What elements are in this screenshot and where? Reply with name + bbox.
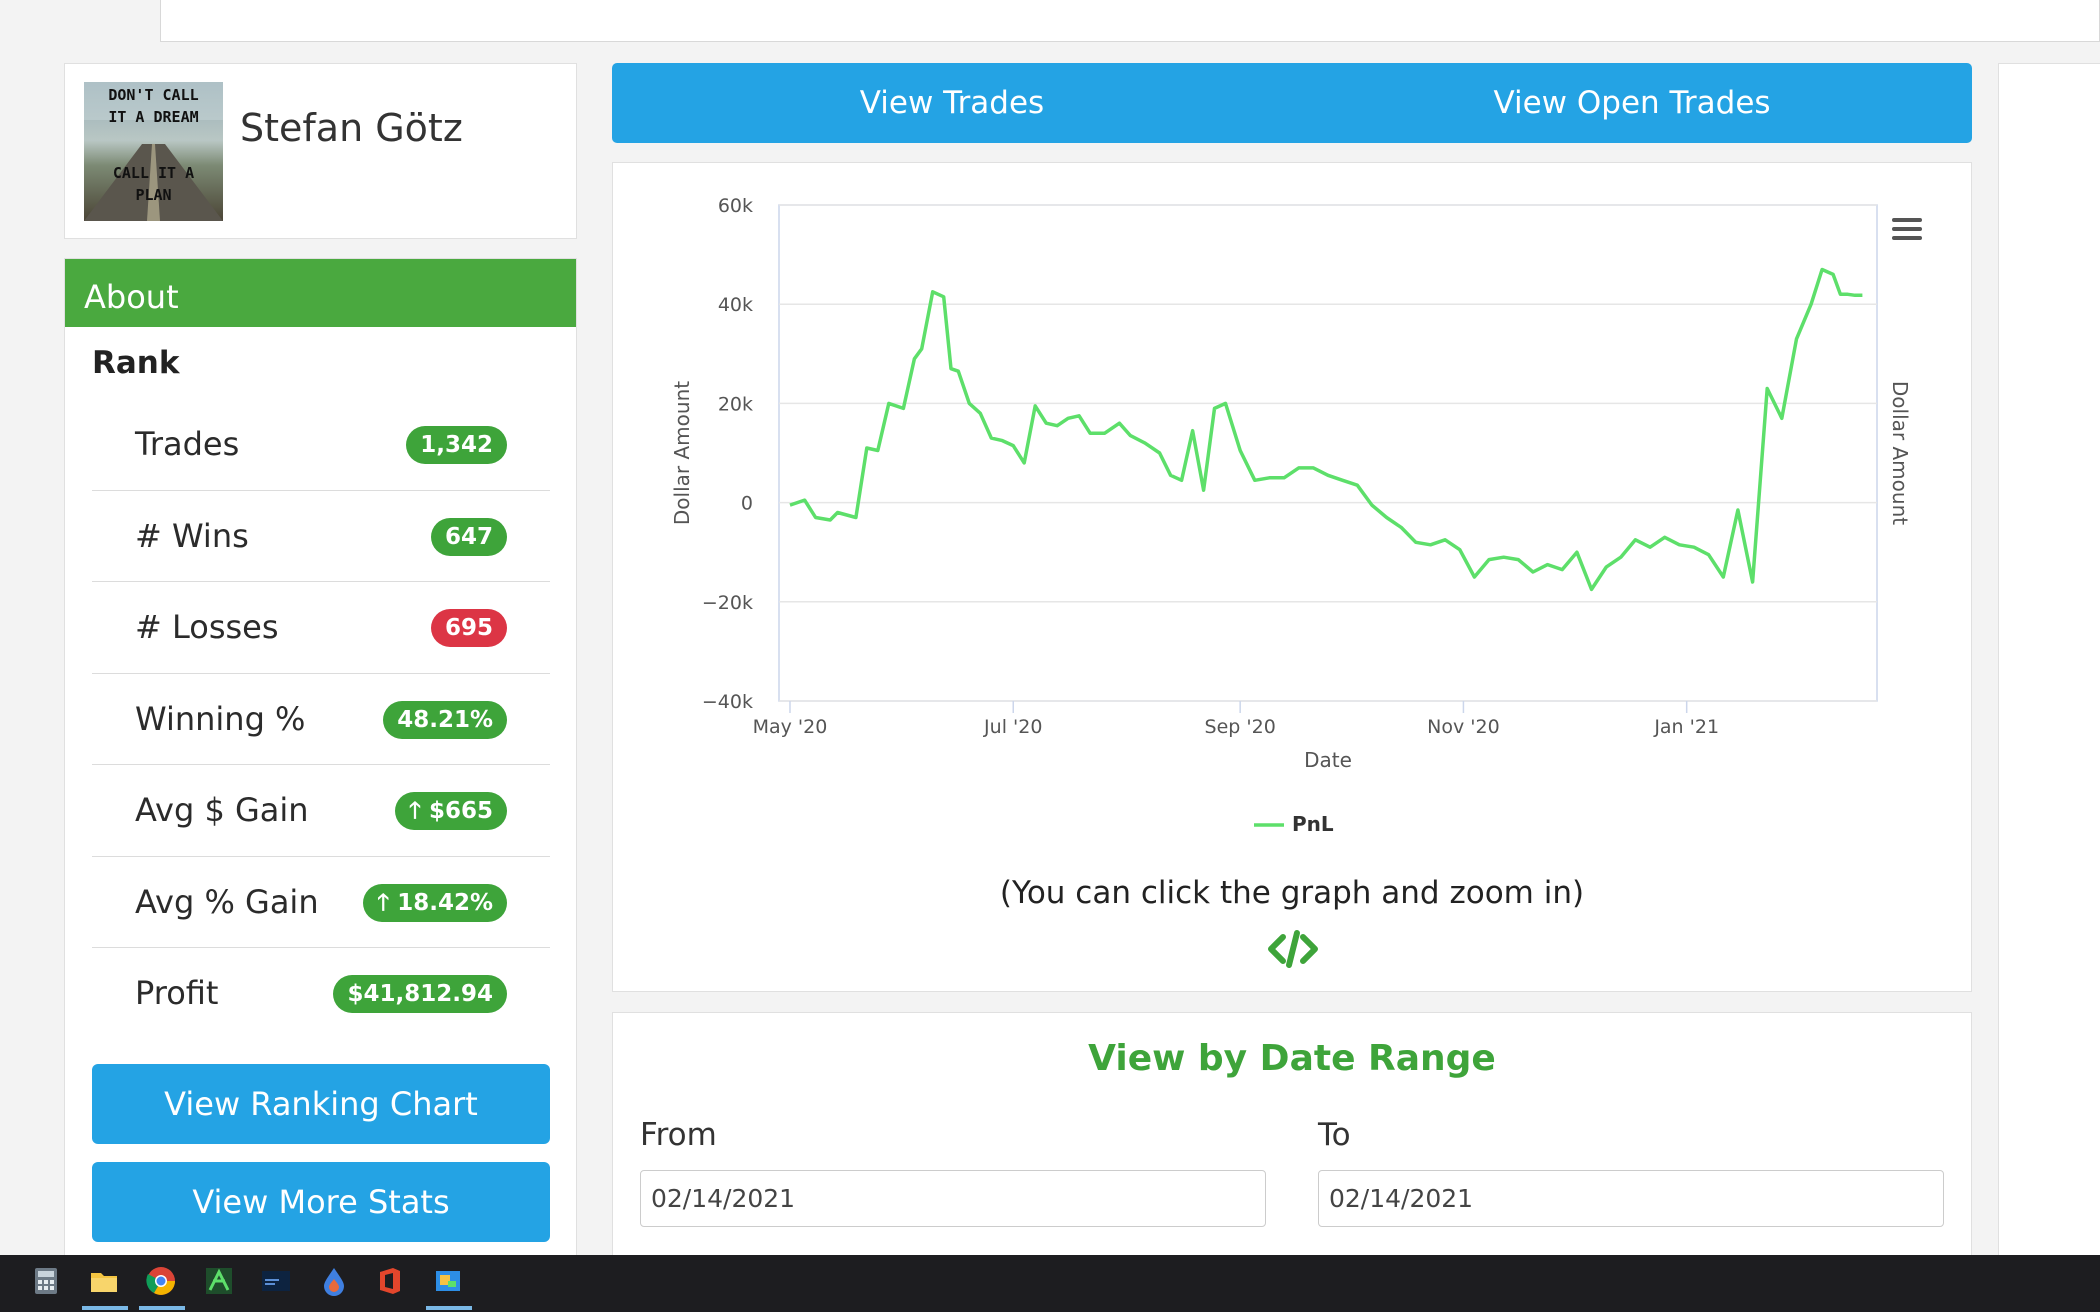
stat-label: Profit xyxy=(135,974,219,1012)
taskbar-active-indicator xyxy=(426,1306,472,1310)
view-open-trades-tab[interactable]: View Open Trades xyxy=(1493,85,1771,121)
stat-badge: $41,812.94 xyxy=(333,975,507,1013)
profile-name: Stefan Götz xyxy=(240,106,463,150)
taskbar-active-indicator xyxy=(82,1306,128,1310)
top-search-strip xyxy=(160,0,2100,42)
stat-row-avg-percent-gain: Avg % Gain 🡑 18.42% xyxy=(92,857,550,948)
stat-row-avg-dollar-gain: Avg $ Gain 🡑 $665 xyxy=(92,765,550,857)
view-trades-tab[interactable]: View Trades xyxy=(859,85,1045,121)
stat-row-profit: Profit $41,812.94 xyxy=(92,948,550,1040)
trades-nav-bar: View Trades View Open Trades xyxy=(612,63,1972,143)
legend-item-pnl: PnL xyxy=(1292,812,1334,836)
code-embed-icon[interactable] xyxy=(1267,929,1319,969)
stat-badge: 🡑 $665 xyxy=(395,792,507,830)
to-date-input[interactable] xyxy=(1318,1170,1944,1227)
stat-row-trades: Trades 1,342 xyxy=(92,399,550,491)
y-axis-title-right: Dollar Amount xyxy=(1888,381,1912,525)
x-tick-label: Nov '20 xyxy=(1427,716,1500,738)
x-axis-title: Date xyxy=(1304,748,1352,772)
from-label: From xyxy=(640,1117,717,1153)
right-side-panel xyxy=(1998,63,2100,1263)
x-tick-label: May '20 xyxy=(753,716,828,738)
file-explorer-icon[interactable] xyxy=(88,1265,120,1297)
stat-label: Trades xyxy=(135,425,240,463)
terminal-app-icon[interactable] xyxy=(260,1265,292,1297)
stat-row-winning-percent: Winning % 48.21% xyxy=(92,674,550,765)
stat-label: # Wins xyxy=(135,516,249,555)
y-axis-title: Dollar Amount xyxy=(670,381,694,525)
to-label: To xyxy=(1318,1117,1351,1153)
stat-label: # Losses xyxy=(135,608,279,646)
chart-zoom-note: (You can click the graph and zoom in) xyxy=(999,875,1585,911)
x-tick-label: Sep '20 xyxy=(1205,716,1276,738)
calculator-icon[interactable] xyxy=(30,1265,62,1297)
x-tick-label: Jan '21 xyxy=(1653,716,1719,738)
y-tick-label: 20k xyxy=(718,393,753,415)
y-tick-label: 0 xyxy=(741,493,753,515)
stat-badge: 🡑 18.42% xyxy=(363,883,507,922)
paint-drop-icon[interactable] xyxy=(318,1265,350,1297)
stat-badge: 647 xyxy=(430,517,507,556)
stat-label: Winning % xyxy=(135,699,306,738)
road-image-icon xyxy=(84,82,223,221)
view-more-stats-button[interactable]: View More Stats xyxy=(92,1162,550,1242)
y-tick-label: 60k xyxy=(718,195,753,217)
office-icon[interactable] xyxy=(374,1265,406,1297)
chart-card: 60k 40k 20k 0 −20k −40k May '20 Jul '20 Sep '20 N… xyxy=(612,162,1972,992)
stat-badge: 1,342 xyxy=(406,426,507,464)
plot-area-border xyxy=(778,204,1878,702)
from-date-input[interactable] xyxy=(640,1170,1266,1227)
profile-card: DON'T CALL IT A DREAM CALL IT A PLAN Ste… xyxy=(64,63,577,239)
date-range-title: View by Date Range xyxy=(1088,1038,1496,1079)
y-tick-label: −40k xyxy=(702,691,753,713)
chrome-icon[interactable] xyxy=(145,1265,177,1297)
y-tick-label: −20k xyxy=(702,592,753,614)
about-card: About Rank Trades 1,342 # Wins 647 # Los… xyxy=(64,258,577,1258)
about-header: About xyxy=(65,259,576,327)
trading-app-icon[interactable] xyxy=(203,1265,235,1297)
snip-tool-icon[interactable] xyxy=(432,1265,464,1297)
hamburger-menu-icon[interactable] xyxy=(1889,215,1925,243)
taskbar xyxy=(0,1255,2100,1312)
avatar-caption-top: DON'T CALL IT A DREAM xyxy=(108,86,199,126)
stat-row-losses: # Losses 695 xyxy=(92,582,550,674)
taskbar-active-indicator xyxy=(139,1306,185,1310)
y-tick-label: 40k xyxy=(718,294,753,316)
series-line-pnl xyxy=(789,267,1863,592)
x-tick-label: Jul '20 xyxy=(983,716,1042,738)
stat-badge: 695 xyxy=(430,609,507,647)
rank-label: Rank xyxy=(92,345,180,381)
stat-label: Avg $ Gain xyxy=(135,791,309,829)
view-ranking-chart-button[interactable]: View Ranking Chart xyxy=(92,1064,550,1144)
avatar-caption-bottom: CALL IT A PLAN xyxy=(112,164,195,204)
stat-row-wins: # Wins 647 xyxy=(92,491,550,582)
avatar: DON'T CALL IT A DREAM CALL IT A PLAN xyxy=(84,82,223,221)
stat-badge: 48.21% xyxy=(383,700,507,739)
stat-label: Avg % Gain xyxy=(135,882,319,921)
